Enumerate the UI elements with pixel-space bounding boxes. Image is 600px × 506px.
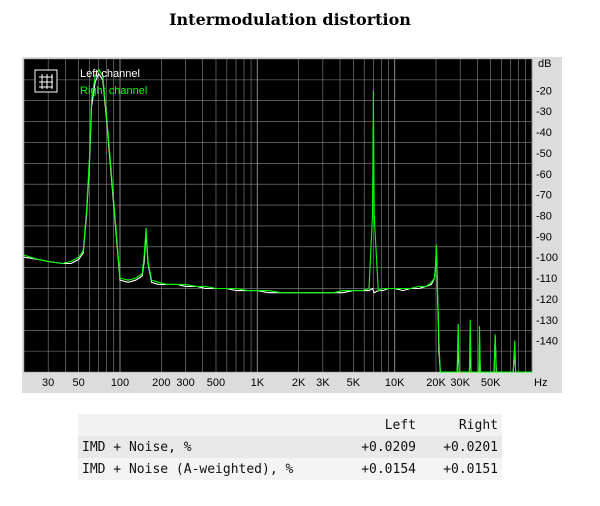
x-unit-label: Hz xyxy=(534,377,547,389)
series-layer xyxy=(23,68,532,373)
row-right-value: +0.0201 xyxy=(420,436,502,458)
y-tick-label: -30 xyxy=(536,106,552,118)
x-tick-label: 20K xyxy=(426,377,446,389)
table-row: IMD + Noise, % +0.0209 +0.0201 xyxy=(78,436,502,458)
legend-left-channel: Left channel xyxy=(80,68,140,80)
y-tick-label: -110 xyxy=(536,273,557,285)
row-left-value: +0.0154 xyxy=(338,458,420,480)
chart-title: Intermodulation distortion xyxy=(169,10,411,29)
y-tick-label: -20 xyxy=(536,85,552,97)
x-tick-label: 50 xyxy=(73,377,85,389)
chart: Left channel Right channel 30 50 100 200 300… xyxy=(22,57,562,393)
grid-icon xyxy=(39,74,53,89)
results-header-right: Right xyxy=(420,414,502,436)
y-axis-ticks: -20 -30 -40 -50 -60 -70 -80 -90 -100 -110 -120 -130… xyxy=(536,85,558,347)
x-tick-label: 3K xyxy=(316,377,330,389)
row-label: IMD + Noise (A-weighted), % xyxy=(78,458,338,480)
y-tick-label: -100 xyxy=(536,252,558,264)
grid xyxy=(23,58,533,373)
legend: Left channel Right channel xyxy=(34,68,147,97)
y-tick-label: -80 xyxy=(536,211,552,223)
x-tick-label: 5K xyxy=(347,377,361,389)
y-tick-label: -140 xyxy=(536,336,558,348)
y-tick-label: -120 xyxy=(536,294,558,306)
plot-background xyxy=(24,59,532,372)
row-left-value: +0.0209 xyxy=(338,436,420,458)
y-tick-label: -60 xyxy=(536,169,552,181)
y-tick-label: -70 xyxy=(536,190,552,202)
results-table: Left Right IMD + Noise, % +0.0209 +0.020… xyxy=(78,414,502,480)
results-header-row: Left Right xyxy=(78,414,502,436)
table-row: IMD + Noise (A-weighted), % +0.0154 +0.0… xyxy=(78,458,502,480)
x-tick-label: 300 xyxy=(176,377,194,389)
x-tick-label: 30 xyxy=(42,377,54,389)
y-tick-label: -130 xyxy=(536,315,558,327)
legend-icon xyxy=(34,69,58,93)
x-tick-label: 2K xyxy=(292,377,306,389)
y-tick-label: -40 xyxy=(536,127,552,139)
y-unit-label: dB xyxy=(538,58,551,70)
row-right-value: +0.0151 xyxy=(420,458,502,480)
x-tick-label: 500 xyxy=(207,377,225,389)
legend-right-channel: Right channel xyxy=(80,85,147,97)
x-tick-label: 50K xyxy=(481,377,501,389)
row-label: IMD + Noise, % xyxy=(78,436,338,458)
y-tick-label: -90 xyxy=(536,231,552,243)
x-tick-label: 30K xyxy=(450,377,470,389)
results-header-left: Left xyxy=(338,414,420,436)
x-tick-label: 200 xyxy=(152,377,170,389)
x-tick-label: 1K xyxy=(251,377,265,389)
results-header-label xyxy=(78,414,338,436)
x-axis-ticks: 30 50 100 200 300 500 1K 2K 3K 5K 10K 20K 30K 50K xyxy=(42,377,501,389)
x-tick-label: 10K xyxy=(385,377,405,389)
y-tick-label: -50 xyxy=(536,148,552,160)
series-right-channel xyxy=(23,68,532,373)
x-tick-label: 100 xyxy=(111,377,129,389)
